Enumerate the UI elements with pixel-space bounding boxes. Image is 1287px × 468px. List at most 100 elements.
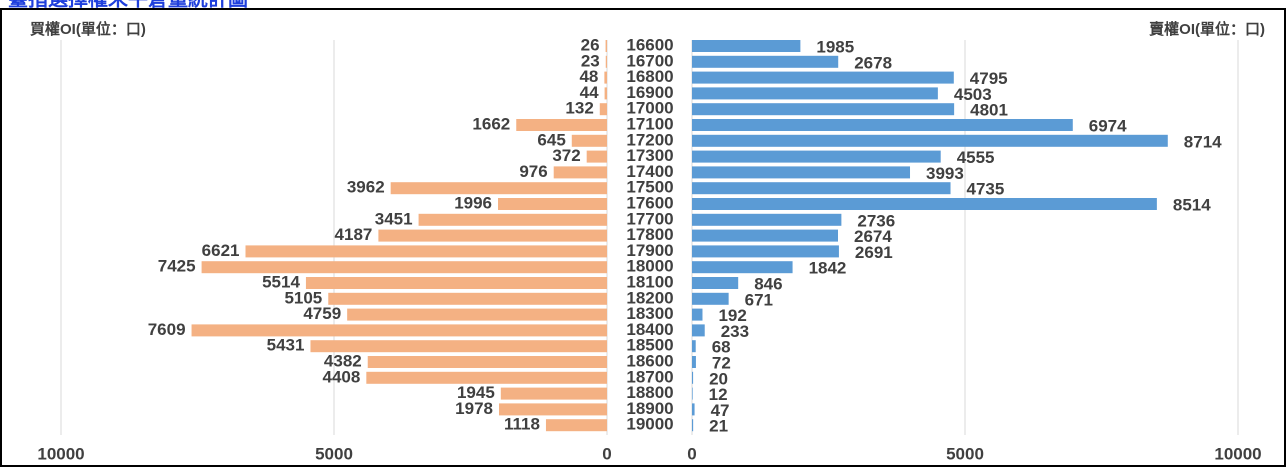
bar — [692, 87, 938, 100]
value-label: 3451 — [375, 209, 413, 228]
value-label: 72 — [712, 353, 731, 372]
bar — [692, 55, 839, 68]
value-label: 132 — [565, 99, 593, 118]
chart-title: 臺指選擇權未平倉量統計圖 — [8, 0, 248, 10]
value-label: 21 — [709, 417, 728, 436]
x-tick-label: 0 — [602, 444, 611, 463]
category-label: 17600 — [626, 193, 673, 212]
bar — [692, 403, 695, 416]
x-tick-label: 5000 — [315, 444, 353, 463]
value-label: 1945 — [457, 383, 495, 402]
value-label: 2674 — [854, 227, 892, 246]
bar — [692, 277, 739, 289]
value-label: 6621 — [202, 241, 240, 260]
bar — [604, 87, 607, 100]
bar — [692, 261, 793, 274]
value-label: 20 — [709, 369, 728, 388]
bar — [605, 40, 607, 52]
axis-title-right: 賣權OI(單位：口) — [1149, 20, 1265, 38]
value-label: 68 — [712, 338, 731, 357]
bar — [692, 40, 801, 52]
category-label: 18600 — [626, 351, 673, 370]
value-label: 5514 — [262, 272, 300, 291]
category-label: 16800 — [626, 67, 673, 86]
bar — [692, 182, 951, 195]
category-label: 17900 — [626, 241, 673, 260]
value-label: 4408 — [322, 367, 360, 386]
value-label: 44 — [580, 83, 599, 102]
category-label: 18000 — [626, 257, 673, 276]
value-label: 1118 — [504, 415, 540, 434]
bar — [328, 292, 607, 305]
value-label: 8514 — [1173, 195, 1211, 214]
bar — [553, 166, 607, 179]
bar — [605, 55, 607, 68]
value-label: 2691 — [855, 243, 893, 262]
value-label: 2736 — [857, 211, 895, 230]
bar — [692, 292, 729, 305]
bar — [692, 371, 694, 384]
bar — [692, 229, 839, 242]
category-label: 17500 — [626, 178, 673, 197]
value-label: 8714 — [1184, 132, 1222, 151]
value-label: 4801 — [970, 101, 1008, 120]
value-label: 372 — [552, 146, 580, 165]
bar — [498, 198, 607, 210]
category-label: 17200 — [626, 130, 673, 149]
value-label: 4795 — [970, 69, 1008, 88]
bar — [604, 71, 607, 84]
value-label: 846 — [754, 274, 782, 293]
value-label: 4187 — [335, 225, 373, 244]
category-label: 16600 — [626, 35, 673, 54]
bar — [366, 371, 607, 384]
category-label: 19000 — [626, 415, 673, 434]
bar — [692, 387, 693, 400]
value-label: 5431 — [267, 336, 305, 355]
category-label: 17000 — [626, 99, 673, 118]
value-label: 26 — [581, 35, 600, 54]
value-label: 1662 — [472, 114, 510, 133]
bar — [310, 340, 607, 353]
category-label: 17300 — [626, 146, 673, 165]
bar — [516, 119, 607, 131]
category-label: 18800 — [626, 383, 673, 402]
value-label: 4759 — [303, 304, 341, 323]
value-label: 1842 — [809, 259, 847, 278]
value-label: 192 — [718, 306, 746, 325]
bar — [418, 213, 607, 226]
bar — [500, 387, 607, 400]
bar — [692, 150, 941, 163]
chart-frame — [0, 8, 1286, 467]
value-label: 7425 — [158, 257, 196, 276]
x-tick-label: 5000 — [946, 444, 984, 463]
bar — [305, 277, 607, 289]
value-label: 6974 — [1089, 116, 1127, 135]
category-label: 18900 — [626, 399, 673, 418]
bar — [692, 245, 839, 258]
category-label: 16900 — [626, 83, 673, 102]
category-label: 17700 — [626, 209, 673, 228]
bar — [692, 213, 842, 226]
value-label: 23 — [581, 51, 600, 70]
category-label: 18700 — [626, 367, 673, 386]
bar — [378, 229, 607, 242]
value-label: 3962 — [347, 178, 385, 197]
value-label: 671 — [745, 290, 773, 309]
value-label: 47 — [711, 401, 730, 420]
x-tick-label: 10000 — [1214, 444, 1261, 463]
category-label: 18200 — [626, 288, 673, 307]
value-label: 4555 — [957, 148, 995, 167]
bar — [586, 150, 607, 163]
axis-title-left: 買權OI(單位：口) — [30, 20, 146, 38]
bar — [692, 198, 1157, 210]
bar — [692, 134, 1168, 147]
category-label: 18400 — [626, 320, 673, 339]
bar — [571, 134, 607, 147]
x-tick-label: 10000 — [37, 444, 84, 463]
bar — [692, 103, 955, 116]
value-label: 4503 — [954, 85, 992, 104]
x-tick-label: 0 — [687, 444, 696, 463]
bar — [692, 340, 696, 353]
